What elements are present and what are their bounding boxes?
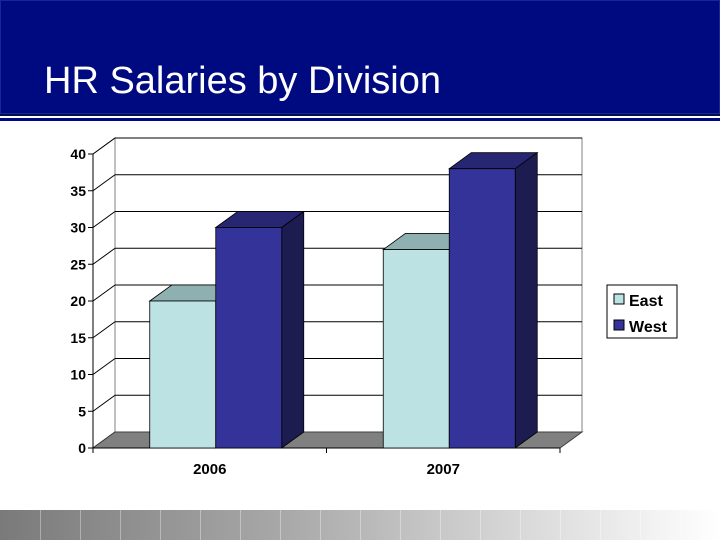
footer-tile — [560, 510, 601, 540]
gridline-side — [92, 247, 116, 265]
footer-tile — [120, 510, 161, 540]
footer-tile — [400, 510, 441, 540]
x-tick-label: 2006 — [193, 461, 226, 478]
x-tick-label: 2007 — [427, 461, 460, 478]
legend-swatch-west — [613, 319, 625, 331]
footer-tile — [240, 510, 281, 540]
y-tick-label: 5 — [78, 403, 86, 419]
x-axis-labels: 2006 2007 — [193, 461, 460, 478]
legend-swatch-east — [613, 293, 625, 305]
footer-tile — [200, 510, 241, 540]
bar-west-2007-front — [448, 168, 516, 449]
footer-tile — [680, 510, 720, 540]
y-axis-ticks: 0 5 10 15 20 25 30 35 40 — [70, 146, 93, 456]
y-tick-label: 35 — [70, 183, 86, 199]
y-tick-label: 10 — [70, 367, 86, 383]
gridline-side — [92, 394, 116, 412]
footer-tile — [320, 510, 361, 540]
title-band: HR Salaries by Division — [0, 0, 720, 116]
bar-east-2006-front — [149, 300, 217, 449]
bar-west-2006-front — [215, 227, 283, 449]
footer-tile — [40, 510, 81, 540]
bar-east-2007-front — [382, 249, 450, 449]
legend-label-east: East — [629, 293, 663, 310]
footer-tile — [80, 510, 121, 540]
footer-tile — [480, 510, 521, 540]
slide-title: HR Salaries by Division — [44, 60, 442, 102]
y-tick-label: 20 — [70, 293, 86, 309]
gridline-side — [92, 174, 116, 192]
gridline-side — [92, 211, 116, 228]
footer-tile — [640, 510, 681, 540]
footer-tile — [280, 510, 321, 540]
gridline-side — [92, 137, 116, 155]
bar-west-2006 — [214, 210, 305, 449]
footer-band — [0, 510, 720, 540]
y-tick-label: 0 — [78, 440, 86, 456]
gridline-side — [92, 358, 116, 375]
gridline-side — [92, 284, 116, 302]
gridline-side — [92, 321, 116, 339]
footer-tile — [0, 510, 41, 540]
footer-tile — [360, 510, 401, 540]
footer-tile — [440, 510, 481, 540]
bar-west-2007 — [448, 151, 539, 449]
footer-tile — [520, 510, 561, 540]
y-tick-label: 30 — [70, 220, 86, 236]
y-tick-label: 40 — [70, 146, 86, 162]
title-rule — [0, 118, 720, 121]
footer-tile — [600, 510, 641, 540]
legend: East West — [606, 284, 678, 339]
bar-west-2007-side — [514, 151, 538, 449]
legend-label-west: West — [629, 319, 668, 336]
footer-tile — [160, 510, 201, 540]
bar-west-2006-side — [281, 210, 305, 449]
y-tick-label: 15 — [70, 330, 86, 346]
bars — [148, 151, 539, 449]
y-tick-label: 25 — [70, 256, 86, 272]
